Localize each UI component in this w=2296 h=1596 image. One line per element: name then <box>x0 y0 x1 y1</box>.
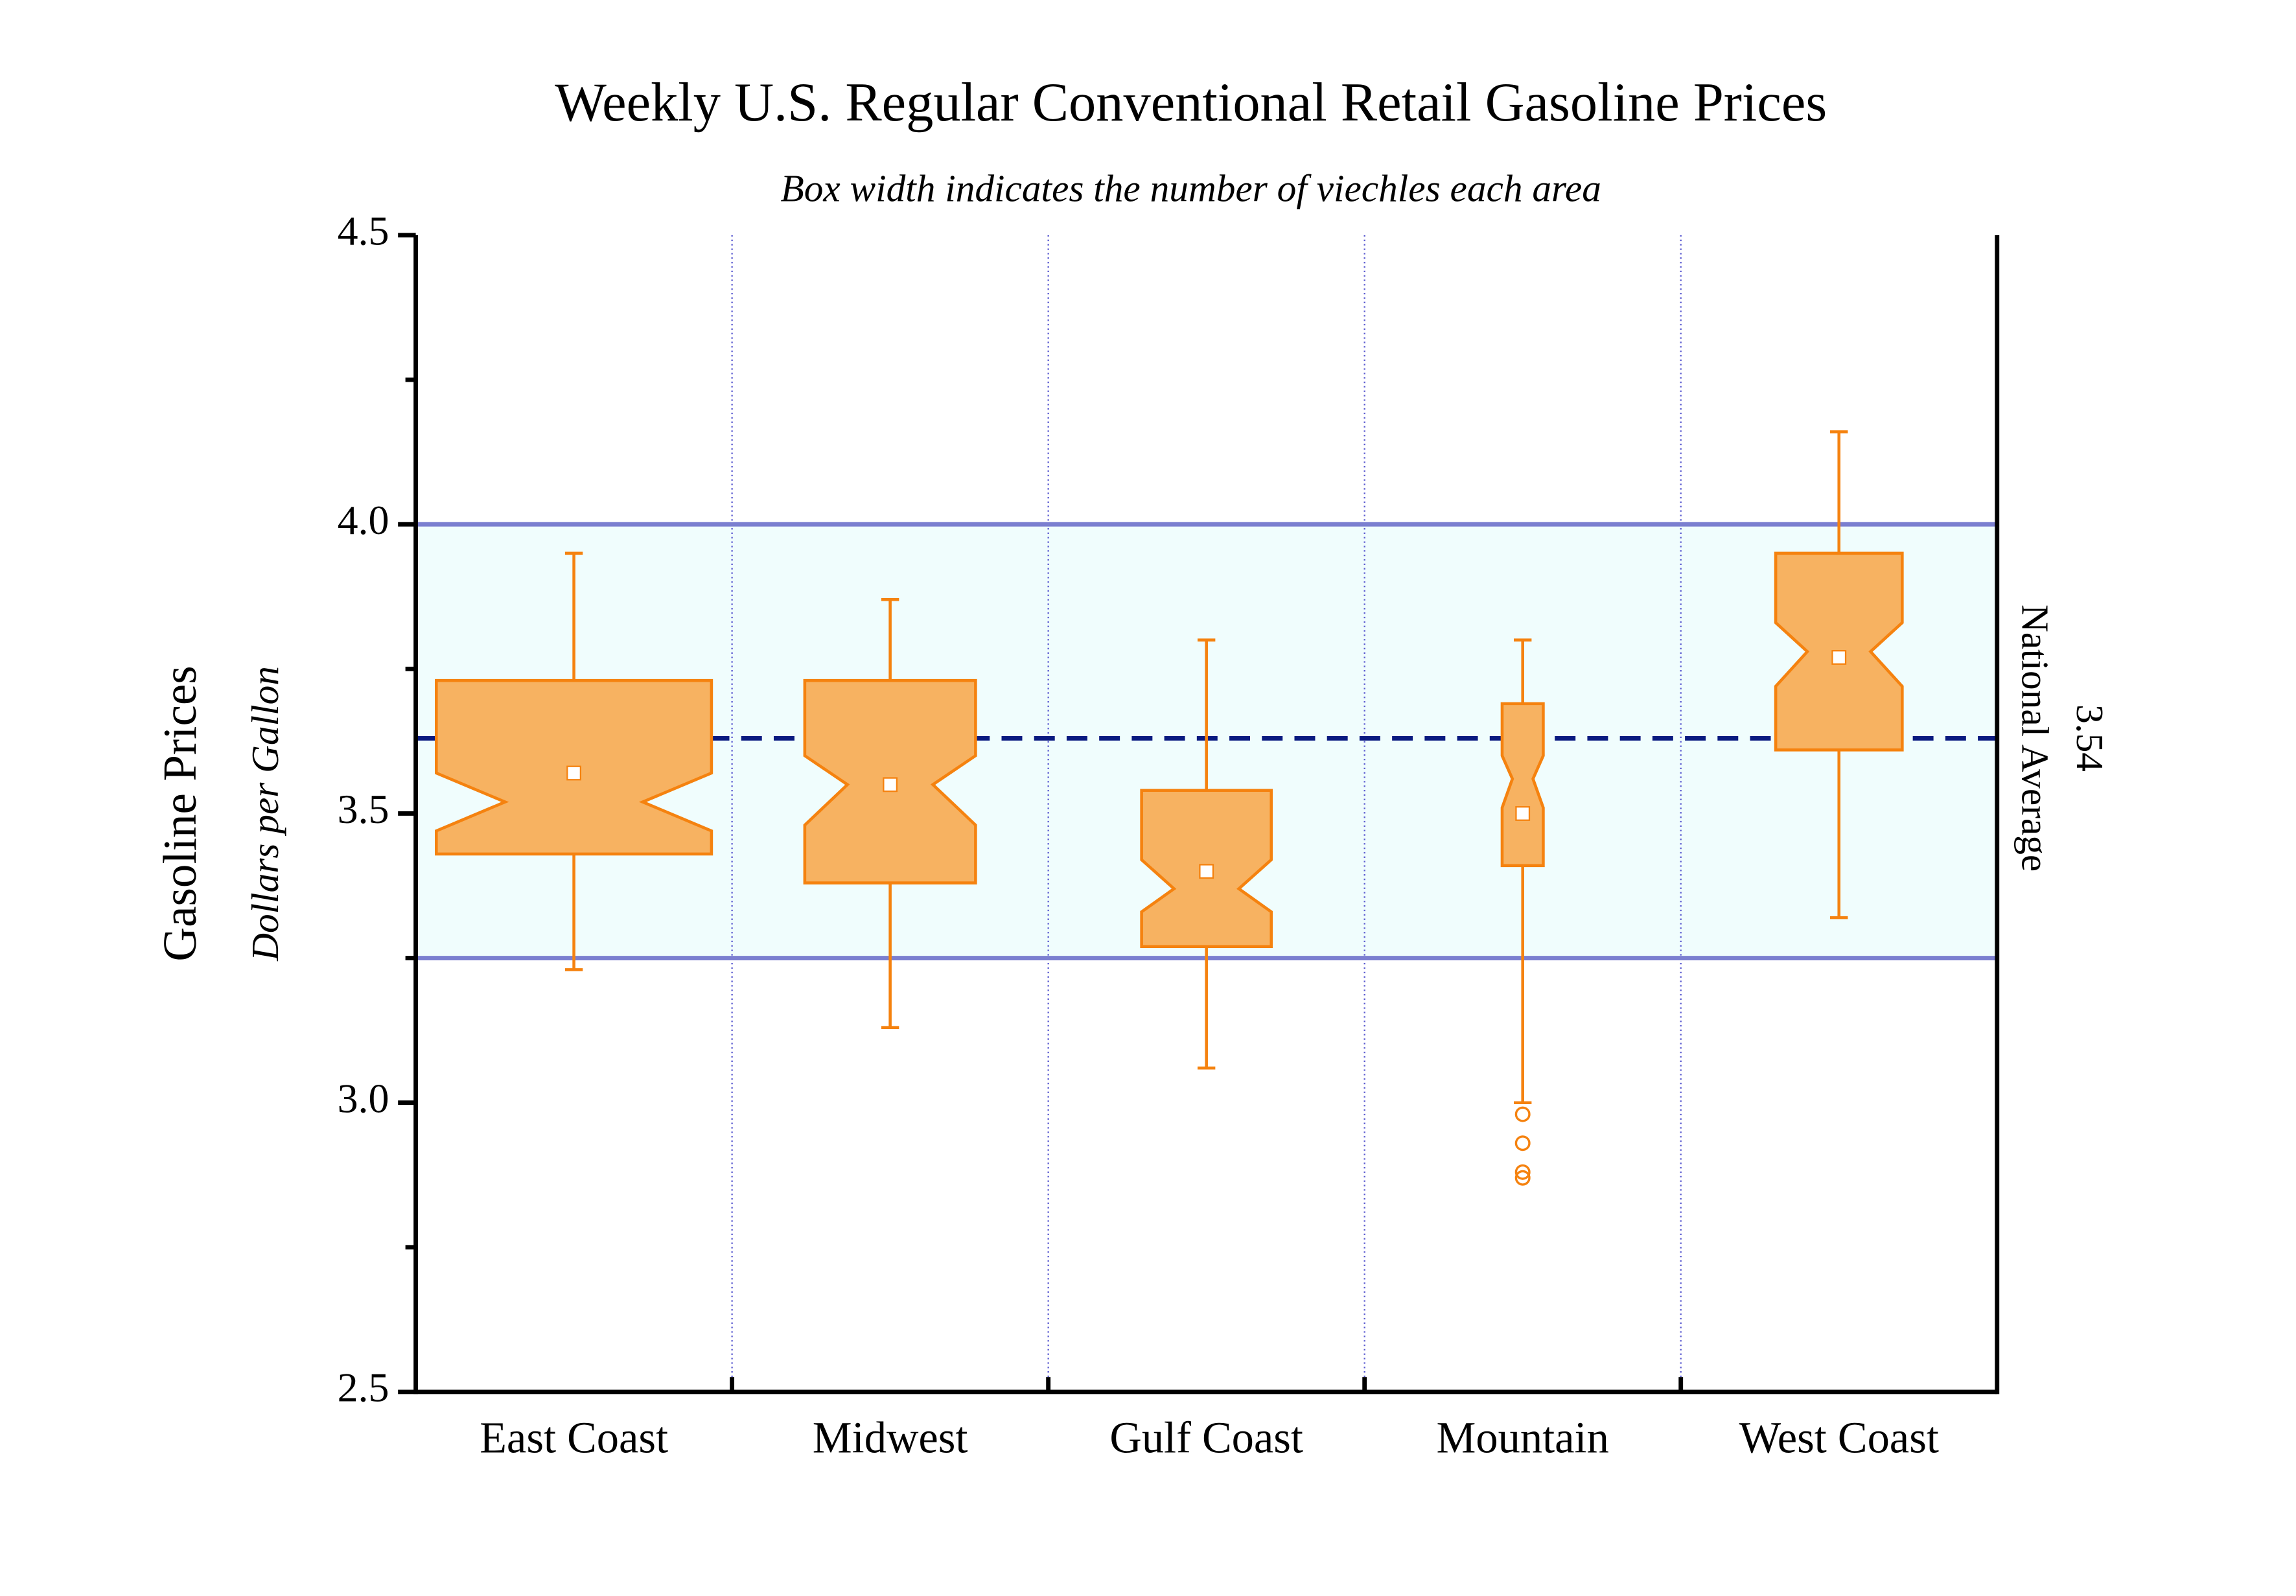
outlier <box>1514 1135 1531 1151</box>
mean-marker <box>1831 650 1847 665</box>
mean-marker <box>1199 864 1214 879</box>
reference-value: 3.54 <box>2069 704 2111 772</box>
mean-marker <box>1515 806 1531 821</box>
chart-title: Weekly U.S. Regular Conventional Retail … <box>555 73 1827 133</box>
mean-marker <box>566 765 582 781</box>
chart-subtitle: Box width indicates the number of viechl… <box>780 167 1601 209</box>
y-tick-label: 3.5 <box>338 786 389 832</box>
reference-label: National Average <box>2014 605 2057 872</box>
y-tick-label: 3.0 <box>338 1075 389 1121</box>
outlier <box>1514 1164 1531 1180</box>
x-tick-label: Gulf Coast <box>1109 1413 1303 1462</box>
x-tick-label: Mountain <box>1437 1413 1609 1462</box>
box <box>1500 702 1545 868</box>
x-tick-label: East Coast <box>480 1413 668 1462</box>
x-tick-label: Midwest <box>813 1413 968 1462</box>
mean-marker <box>883 777 898 792</box>
y-tick-label: 2.5 <box>338 1365 389 1411</box>
y-axis-sublabel: Dollars per Gallon <box>244 666 286 962</box>
y-tick-label: 4.5 <box>338 208 389 254</box>
outlier <box>1514 1170 1531 1186</box>
x-tick-label: West Coast <box>1739 1413 1939 1462</box>
y-tick-label: 4.0 <box>338 497 389 543</box>
y-axis-label: Gasoline Prices <box>154 665 206 961</box>
outlier <box>1514 1106 1531 1122</box>
